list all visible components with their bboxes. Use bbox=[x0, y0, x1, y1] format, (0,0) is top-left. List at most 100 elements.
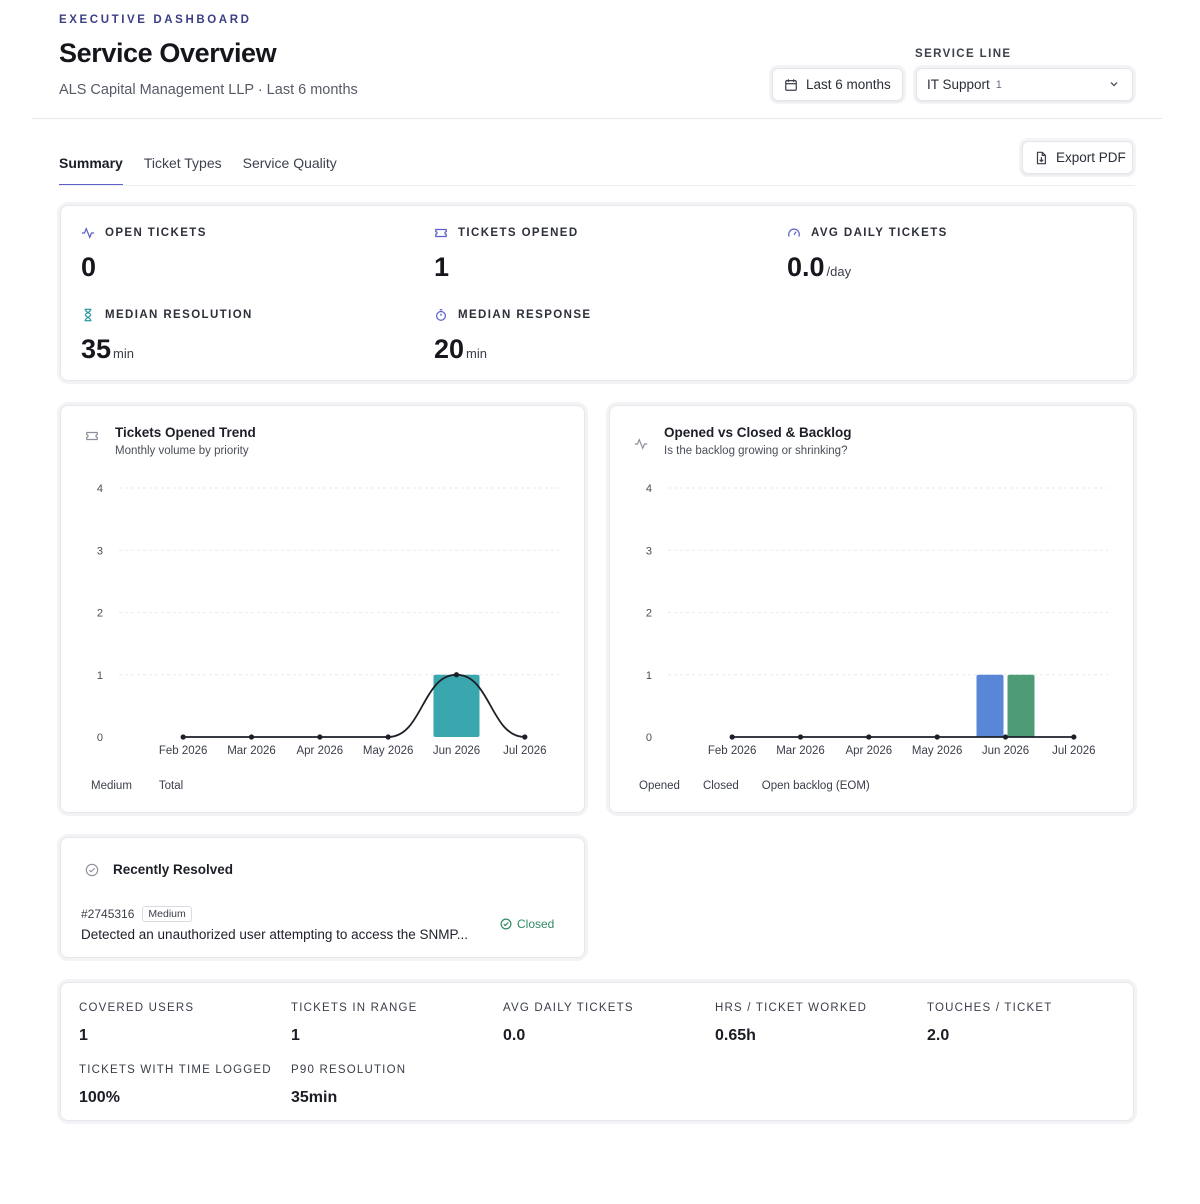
stat-value: 1 bbox=[291, 1027, 300, 1044]
data-point bbox=[934, 734, 940, 740]
stat-avg-daily: AVG DAILY TICKETS 0.0 bbox=[503, 1002, 634, 1045]
stat-touches: TOUCHES / TICKET 2.0 bbox=[927, 1002, 1053, 1045]
legend-item-total[interactable]: Total bbox=[158, 780, 184, 792]
tab-service-quality[interactable]: Service Quality bbox=[242, 155, 337, 171]
stat-label: TOUCHES / TICKET bbox=[927, 1002, 1053, 1014]
chevron-down-icon bbox=[1110, 82, 1118, 87]
service-line-label: SERVICE LINE bbox=[915, 48, 1012, 60]
legend-item-backlog[interactable]: Open backlog (EOM) bbox=[761, 780, 870, 792]
chart-legend: Medium Total bbox=[91, 780, 183, 792]
x-tick-label: Jul 2026 bbox=[1052, 745, 1095, 757]
stat-covered-users: COVERED USERS 1 bbox=[79, 1002, 194, 1045]
stat-value: 100% bbox=[79, 1089, 120, 1106]
legend-item-closed[interactable]: Closed bbox=[702, 780, 739, 792]
y-tick-label: 4 bbox=[646, 483, 652, 495]
stat-label: COVERED USERS bbox=[79, 1002, 195, 1014]
stat-value: 35min bbox=[291, 1089, 338, 1106]
y-tick-label: 2 bbox=[646, 608, 652, 620]
check-circle-icon bbox=[500, 918, 512, 930]
ticket-id[interactable]: #2745316 bbox=[81, 907, 135, 921]
kpi-label: TICKETS OPENED bbox=[458, 227, 579, 239]
x-tick-label: Feb 2026 bbox=[708, 745, 757, 757]
stat-hrs-per-ticket: HRS / TICKET WORKED 0.65h bbox=[715, 1002, 867, 1045]
stat-value: 2.0 bbox=[927, 1027, 950, 1044]
export-pdf-button[interactable]: Export PDF bbox=[1022, 141, 1133, 174]
hourglass-icon bbox=[84, 308, 92, 322]
x-tick-label: Jun 2026 bbox=[982, 745, 1029, 757]
y-tick-label: 4 bbox=[97, 483, 103, 495]
x-tick-label: Mar 2026 bbox=[227, 745, 276, 757]
header-divider bbox=[32, 118, 1162, 119]
stat-value: 0.65h bbox=[715, 1027, 756, 1044]
recently-resolved-title: Recently Resolved bbox=[113, 862, 234, 877]
chart-title: Opened vs Closed & Backlog bbox=[664, 425, 852, 440]
chart-title: Tickets Opened Trend bbox=[115, 425, 256, 440]
kpi-value: 0 bbox=[81, 252, 97, 282]
tab-summary[interactable]: Summary bbox=[59, 155, 123, 186]
kpi-label: AVG DAILY TICKETS bbox=[811, 227, 948, 239]
chart-subtitle: Monthly volume by priority bbox=[115, 445, 249, 457]
data-point bbox=[385, 734, 391, 740]
stat-tickets-in-range: TICKETS IN RANGE 1 bbox=[291, 1002, 418, 1045]
kpi-median-resolution: MEDIAN RESOLUTION 35 min bbox=[81, 308, 253, 365]
date-range-label: Last 6 months bbox=[806, 77, 891, 92]
data-point bbox=[866, 734, 872, 740]
y-tick-label: 3 bbox=[97, 545, 103, 557]
y-tick-label: 0 bbox=[97, 732, 103, 744]
ticket-meta: #2745316 Medium bbox=[81, 906, 192, 922]
x-tick-label: Jul 2026 bbox=[503, 745, 546, 757]
kpi-unit: min bbox=[113, 346, 134, 361]
x-tick-label: May 2026 bbox=[912, 745, 963, 757]
y-tick-label: 3 bbox=[646, 545, 652, 557]
kpi-label: MEDIAN RESPONSE bbox=[458, 309, 592, 321]
export-pdf-label: Export PDF bbox=[1056, 150, 1126, 165]
stat-label: P90 RESOLUTION bbox=[291, 1064, 407, 1076]
check-circle-icon bbox=[85, 863, 99, 876]
kpi-label: MEDIAN RESOLUTION bbox=[105, 309, 253, 321]
tab-ticket-types[interactable]: Ticket Types bbox=[143, 155, 222, 171]
file-download-icon bbox=[1036, 151, 1046, 164]
data-point bbox=[317, 734, 323, 740]
kpi-card: OPEN TICKETS 0 TICKETS OPENED 1 AVG DAIL… bbox=[60, 205, 1134, 381]
data-point bbox=[1071, 734, 1077, 740]
eyebrow-label: EXECUTIVE DASHBOARD bbox=[59, 14, 252, 26]
stats-card: COVERED USERS 1 TICKETS IN RANGE 1 AVG D… bbox=[60, 982, 1134, 1121]
page-title: Service Overview bbox=[59, 38, 277, 68]
y-tick-label: 2 bbox=[97, 608, 103, 620]
stat-label: TICKETS IN RANGE bbox=[291, 1002, 418, 1014]
gauge-icon bbox=[788, 228, 800, 237]
data-point bbox=[1002, 734, 1009, 740]
service-line-value: IT Support bbox=[927, 77, 990, 92]
kpi-value: 20 bbox=[434, 334, 465, 364]
ticket-icon bbox=[86, 431, 98, 441]
chart-legend: Opened Closed Open backlog (EOM) bbox=[639, 780, 870, 792]
kpi-label: OPEN TICKETS bbox=[105, 227, 207, 239]
kpi-unit: min bbox=[466, 346, 487, 361]
tabs-divider bbox=[59, 185, 1135, 186]
service-line-select[interactable]: IT Support 1 bbox=[916, 68, 1133, 101]
tickets-trend-card: Tickets Opened Trend Monthly volume by p… bbox=[60, 405, 585, 813]
calendar-icon bbox=[785, 78, 797, 91]
status-label: Closed bbox=[517, 917, 555, 931]
stat-label: AVG DAILY TICKETS bbox=[503, 1002, 634, 1014]
y-tick-label: 1 bbox=[97, 670, 103, 682]
kpi-unit: /day bbox=[826, 264, 852, 279]
tab-bar: Summary Ticket Types Service Quality bbox=[59, 155, 337, 186]
y-tick-label: 1 bbox=[646, 670, 652, 682]
tickets-trend-chart: 0 1 2 3 4 Feb 2026 Mar 2026 Apr 2026 May 2026 Jun… bbox=[97, 483, 559, 757]
kpi-tickets-opened: TICKETS OPENED 1 bbox=[434, 226, 579, 283]
data-point bbox=[453, 672, 460, 678]
legend-item-opened[interactable]: Opened bbox=[639, 780, 680, 792]
data-point bbox=[797, 734, 804, 740]
bar-medium bbox=[433, 674, 480, 737]
backlog-chart: 0 1 2 3 4 Feb 2026 Mar 2026 Apr 2026 May 2026 Jun… bbox=[646, 483, 1108, 757]
stat-label: TICKETS WITH TIME LOGGED bbox=[79, 1064, 272, 1076]
x-tick-label: Jun 2026 bbox=[433, 745, 480, 757]
kpi-avg-daily: AVG DAILY TICKETS 0.0/day bbox=[787, 226, 948, 283]
ticket-description[interactable]: Detected an unauthorized user attempting… bbox=[81, 927, 468, 942]
legend-item-medium[interactable]: Medium bbox=[91, 780, 132, 792]
timer-icon bbox=[436, 309, 446, 321]
date-range-button[interactable]: Last 6 months bbox=[772, 68, 903, 101]
bar-opened bbox=[976, 674, 1004, 737]
x-tick-label: May 2026 bbox=[363, 745, 414, 757]
